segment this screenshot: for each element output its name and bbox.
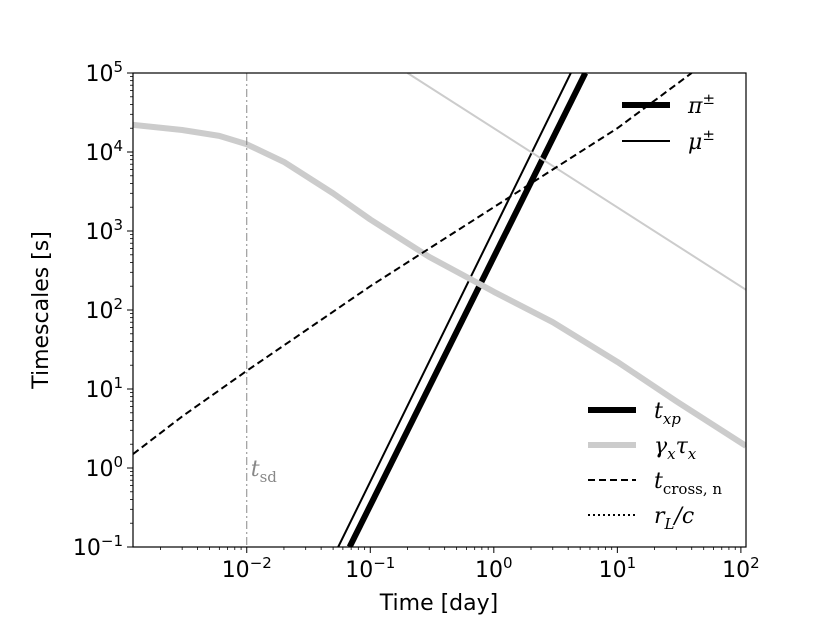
series-line-4 bbox=[406, 73, 746, 291]
x-tick-label-3: 100 bbox=[475, 554, 513, 583]
x-axis-ticks: 10−2 10−1 100 101 102 bbox=[160, 547, 760, 583]
x-tick-label-5: 102 bbox=[722, 554, 760, 583]
x-tick-label-1: 10−2 bbox=[222, 554, 272, 583]
y-tick-label-6: 104 bbox=[85, 137, 123, 166]
legend-label-2-1: txp bbox=[654, 399, 681, 428]
legend-label-2-3: tcross, n bbox=[654, 469, 722, 498]
y-tick-label-5: 103 bbox=[85, 216, 123, 245]
legend-layer: π± μ± txp γxτx tcross, n rL/c bbox=[588, 90, 722, 533]
y-axis-ticks: 10−1 100 101 102 103 104 105 bbox=[73, 58, 133, 561]
y-tick-label-4: 102 bbox=[85, 295, 123, 324]
x-tick-label-4: 101 bbox=[599, 554, 637, 583]
series-line-3 bbox=[133, 121, 746, 449]
y-tick-label-7: 105 bbox=[85, 58, 123, 87]
series-line-2 bbox=[337, 73, 572, 547]
t-sd-label: tsd bbox=[251, 457, 278, 486]
annotation-layer: tsd bbox=[246, 73, 278, 547]
x-tick-label-2: 10−1 bbox=[345, 554, 395, 583]
y-tick-label-1: 10−1 bbox=[73, 532, 123, 561]
y-axis-label: Timescales [s] bbox=[29, 231, 54, 390]
y-tick-label-3: 101 bbox=[85, 374, 123, 403]
y-tick-label-2: 100 bbox=[85, 453, 123, 482]
legend-label-1-1: π± bbox=[687, 90, 715, 119]
legend-label-2-4: rL/c bbox=[654, 504, 694, 533]
legend-label-2-2: γxτx bbox=[654, 434, 697, 463]
legend-label-1-2: μ± bbox=[688, 126, 715, 155]
x-axis-label: Time [day] bbox=[379, 591, 498, 616]
series-layer bbox=[133, 73, 746, 547]
series-line-1 bbox=[346, 73, 588, 547]
series-line-5 bbox=[133, 73, 693, 455]
